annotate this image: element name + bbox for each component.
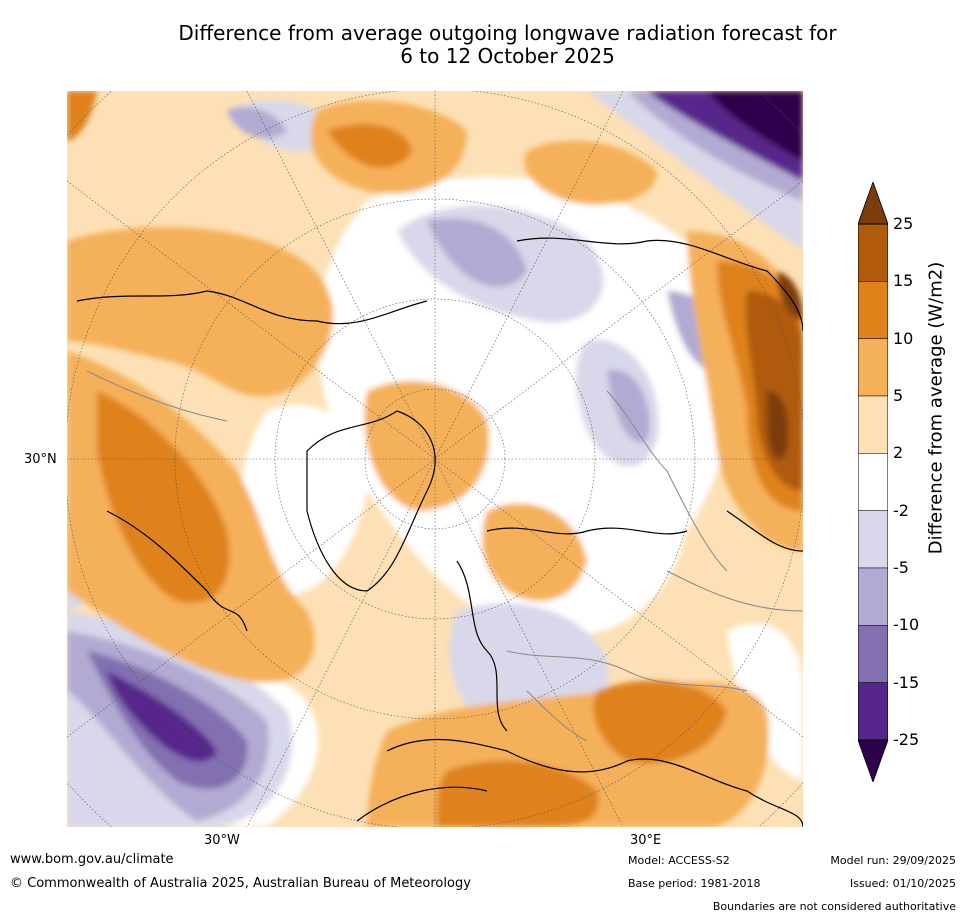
- lon-label-30e: 30°E: [630, 833, 662, 848]
- colorbar-tick-label: 2: [893, 443, 904, 463]
- lat-label-30n: 30°N: [24, 452, 57, 467]
- anomaly-fields: [67, 91, 803, 827]
- colorbar-tick-label: 25: [893, 214, 914, 233]
- colorbar-upper-extension: [858, 182, 888, 225]
- colorbar-segment: [858, 281, 888, 339]
- footer-disclaimer: Boundaries are not considered authoritat…: [712, 900, 956, 913]
- lon-label-30w: 30°W: [204, 833, 240, 848]
- colorbar-segment: [858, 567, 888, 626]
- olr-anomaly-map: [67, 91, 803, 827]
- title-line-1: Difference from average outgoing longwav…: [178, 21, 837, 45]
- footer-copyright: © Commonwealth of Australia 2025, Austra…: [10, 876, 471, 891]
- footer-model: Model: ACCESS-S2: [628, 854, 730, 867]
- colorbar-tick-label: -2: [893, 500, 909, 520]
- colorbar-segment: [858, 682, 888, 741]
- colorbar-tick-label: -15: [893, 672, 920, 692]
- colorbar-segments: [858, 223, 888, 741]
- colorbar-segment: [858, 223, 888, 282]
- title-line-2: 6 to 12 October 2025: [400, 44, 615, 68]
- colorbar-segment: [858, 625, 888, 683]
- coastlines: [76, 237, 803, 827]
- footer-base-period: Base period: 1981-2018: [628, 877, 761, 890]
- footer-issued: Issued: 01/10/2025: [849, 877, 956, 890]
- colorbar-frame: [858, 223, 888, 741]
- colorbar: [858, 182, 888, 782]
- colorbar-tick-label: -10: [893, 615, 920, 635]
- footer-model-run: Model run: 29/09/2025: [830, 854, 956, 867]
- colorbar-tick-label: 15: [893, 271, 914, 291]
- colorbar-title: Difference from average (W/m2): [925, 261, 947, 555]
- footer-url[interactable]: www.bom.gov.au/climate: [10, 852, 174, 867]
- colorbar-segment: [858, 453, 888, 511]
- colorbar-tick-label: 10: [893, 328, 914, 348]
- colorbar-segment: [858, 395, 888, 454]
- colorbar-lower-extension: [858, 739, 888, 782]
- colorbar-tick-label: 5: [893, 386, 904, 405]
- map-title: Difference from average outgoing longwav…: [100, 22, 915, 68]
- colorbar-tick-label: -5: [893, 558, 909, 577]
- map-canvas: [67, 91, 803, 827]
- colorbar-segment: [858, 338, 888, 397]
- borders: [86, 370, 803, 742]
- colorbar-tick-label: -25: [893, 730, 920, 749]
- colorbar-segment: [858, 510, 888, 569]
